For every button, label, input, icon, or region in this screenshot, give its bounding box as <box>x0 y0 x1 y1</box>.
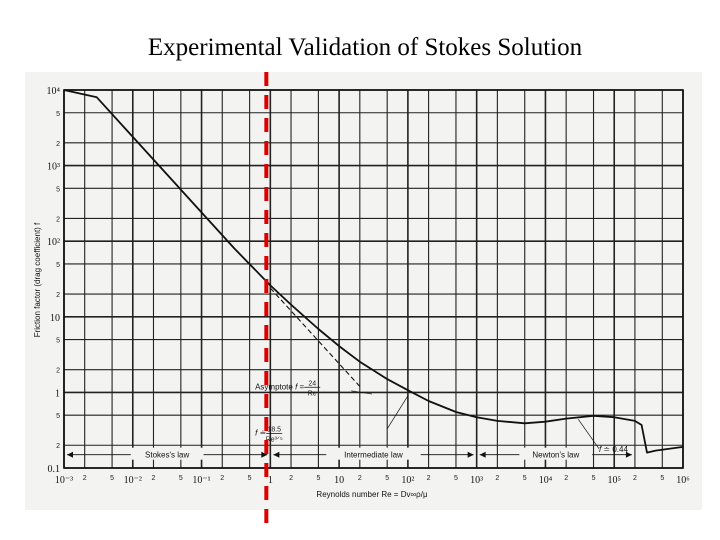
fraction-denominator: Re <box>308 390 317 397</box>
x-minor-tick-label: 2 <box>152 475 156 482</box>
region-arrowhead <box>273 451 280 458</box>
x-minor-tick-label: 2 <box>289 475 293 482</box>
y-minor-tick-label: 2 <box>56 141 60 148</box>
y-minor-tick-label: 5 <box>56 111 60 118</box>
x-minor-tick-label: 5 <box>110 475 114 482</box>
region-arrowhead <box>479 451 486 458</box>
x-minor-tick-label: 5 <box>385 475 389 482</box>
y-minor-tick-label: 5 <box>56 413 60 420</box>
y-minor-tick-label: 2 <box>56 216 60 223</box>
chart-paper <box>25 72 702 510</box>
asymptote-line <box>269 287 361 387</box>
y-minor-tick-label: 5 <box>56 186 60 193</box>
annotation-leader <box>386 395 409 429</box>
fraction-numerator: 24 <box>308 380 316 387</box>
y-minor-tick-label: 2 <box>56 443 60 450</box>
y-minor-tick-label: 5 <box>56 338 60 345</box>
annotation-text: f <box>295 382 298 391</box>
x-minor-tick-label: 2 <box>633 475 637 482</box>
annotation-text: f <box>255 428 258 437</box>
annotation-3: f ≐ 0.44 <box>599 445 629 454</box>
y-minor-tick-label: 2 <box>56 292 60 299</box>
x-tick-label: 10⁻¹ <box>192 475 210 486</box>
annotation-text: = <box>297 382 304 391</box>
region-arrowhead <box>67 451 73 458</box>
annotation-leader <box>351 390 372 395</box>
y-minor-tick-label: 2 <box>56 368 60 375</box>
y-tick-label: 10⁴ <box>47 86 61 97</box>
annotation-text: ≐ <box>257 428 266 437</box>
y-tick-label: 1 <box>55 388 60 399</box>
region-intermediate-law-label: Intermediate law <box>344 451 403 460</box>
region-arrowhead <box>261 451 268 458</box>
y-tick-label: 10² <box>47 237 60 248</box>
annotation-leader <box>577 419 600 449</box>
x-minor-tick-label: 5 <box>316 475 320 482</box>
y-tick-label: 10 <box>50 313 60 324</box>
drag-curve <box>63 89 684 454</box>
annotation-text: ≐ 0.44 <box>601 445 628 454</box>
x-minor-tick-label: 5 <box>523 475 527 482</box>
x-minor-tick-label: 5 <box>660 475 664 482</box>
x-tick-label: 10³ <box>470 475 483 486</box>
region-label-bg <box>326 447 421 460</box>
fraction-numerator: 18.5 <box>267 426 281 433</box>
x-axis-label: Reynolds number Re = Dv∞ρ/μ <box>316 490 428 499</box>
grid <box>63 89 684 469</box>
annotations: Asymptote f = 24 Re f ≐ 18.5 Re³ᐟ⁵ f ≐ 0.44 <box>255 380 628 454</box>
region-arrowhead <box>467 451 474 458</box>
fraction-denominator: Re³ᐟ⁵ <box>266 436 283 443</box>
law-regions: Stokes's law Intermediate law Newton's law <box>67 447 632 460</box>
x-minor-tick-label: 2 <box>427 475 431 482</box>
x-minor-tick-label: 2 <box>495 475 499 482</box>
region-newton-s-law-label: Newton's law <box>532 451 579 460</box>
x-minor-tick-label: 5 <box>179 475 183 482</box>
annotation-1: Asymptote f = <box>255 382 304 391</box>
x-minor-tick-label: 5 <box>592 475 596 482</box>
x-tick-label: 10⁻² <box>124 475 142 486</box>
x-minor-tick-label: 2 <box>358 475 362 482</box>
x-minor-tick-label: 2 <box>564 475 568 482</box>
x-tick-label: 10⁻³ <box>55 475 73 486</box>
y-axis-label: Friction factor (drag coefficient) f <box>33 222 42 337</box>
x-minor-tick-label: 2 <box>220 475 224 482</box>
x-tick-label: 10² <box>401 475 414 486</box>
x-tick-label: 10⁶ <box>676 475 690 486</box>
region-label-bg <box>130 447 204 460</box>
y-minor-tick-label: 5 <box>56 262 60 269</box>
x-minor-tick-label: 5 <box>248 475 252 482</box>
x-tick-label: 10⁵ <box>607 475 621 486</box>
series <box>63 89 684 454</box>
annotation-text: f <box>599 445 602 454</box>
annotation-text: Asymptote <box>255 382 295 391</box>
annotation-2: f ≐ <box>255 428 266 437</box>
tick-labels: 10⁻³ 2 5 10⁻² 2 5 10⁻¹ 2 5 1 2 5 10 2 5 10² 2 5 10³ 2 5 10⁴ 2 5… <box>47 86 691 486</box>
x-tick-label: 1 <box>268 475 273 486</box>
y-tick-label: 0.1 <box>48 464 61 475</box>
region-arrowhead <box>625 451 632 458</box>
x-tick-label: 10 <box>334 475 344 486</box>
y-tick-label: 10³ <box>47 162 60 173</box>
x-tick-label: 10⁴ <box>539 475 553 486</box>
region-label-bg <box>519 447 593 460</box>
x-minor-tick-label: 5 <box>454 475 458 482</box>
plot-frame <box>63 89 684 469</box>
region-stokes-s-law-label: Stokes's law <box>145 451 189 460</box>
x-minor-tick-label: 2 <box>83 475 87 482</box>
slide-title: Experimental Validation of Stokes Soluti… <box>147 34 583 61</box>
